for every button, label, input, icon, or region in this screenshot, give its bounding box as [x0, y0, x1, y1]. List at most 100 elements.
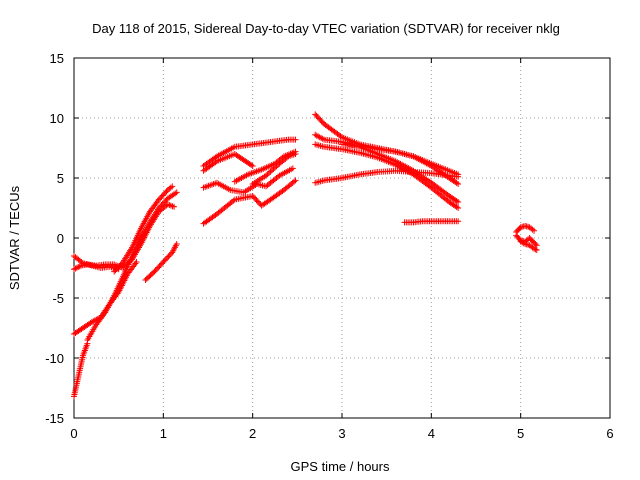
data-point [71, 266, 77, 273]
data-point [162, 189, 169, 196]
y-tick-label: -15 [45, 411, 64, 426]
x-tick-label: 0 [70, 426, 77, 441]
data-point [76, 263, 83, 270]
data-point [167, 250, 174, 257]
data-point [166, 252, 173, 259]
data-point [164, 254, 171, 261]
x-tick-label: 1 [160, 426, 167, 441]
data-point [116, 263, 123, 270]
data-point [266, 169, 273, 176]
data-point [75, 264, 82, 271]
data-point [162, 198, 169, 205]
data-point [312, 111, 319, 118]
data-point [160, 191, 167, 198]
data-point [133, 259, 140, 265]
y-tick-label: 10 [50, 111, 64, 126]
x-tick-label: 6 [606, 426, 613, 441]
data-point [319, 135, 326, 142]
data-point [318, 118, 325, 125]
data-point [157, 203, 164, 210]
data-point [160, 259, 167, 265]
data-point [252, 195, 259, 202]
data-point [160, 199, 167, 206]
data-point [150, 269, 157, 276]
data-point [455, 205, 462, 211]
data-point [173, 241, 180, 247]
data-point [455, 218, 462, 225]
data-point [172, 190, 179, 197]
data-point [533, 247, 540, 253]
data-points [71, 111, 540, 400]
data-point [283, 154, 290, 161]
data-point [152, 267, 159, 274]
data-point [532, 241, 539, 247]
data-point [529, 226, 536, 233]
data-point [520, 240, 527, 247]
x-tick-label: 3 [338, 426, 345, 441]
x-tick-label: 5 [517, 426, 524, 441]
data-point [253, 197, 260, 204]
x-tick-label: 2 [249, 426, 256, 441]
data-point [291, 178, 298, 185]
data-point [531, 245, 538, 252]
data-point [256, 199, 263, 206]
data-point [249, 163, 256, 169]
data-point [269, 167, 276, 174]
data-point [248, 162, 255, 168]
data-point [264, 171, 271, 178]
y-tick-label: 15 [50, 51, 64, 66]
data-point [263, 172, 270, 179]
x-tick-label: 4 [428, 426, 435, 441]
data-point [158, 193, 165, 200]
data-point [230, 197, 237, 204]
y-tick-label: 0 [57, 231, 64, 246]
data-point [155, 264, 162, 271]
data-point [274, 173, 281, 180]
data-point [314, 114, 321, 121]
data-point [165, 253, 172, 260]
data-point [162, 256, 169, 263]
data-point [531, 227, 538, 234]
data-point [156, 263, 163, 270]
data-point [273, 163, 280, 170]
data-point [292, 151, 299, 157]
data-point [272, 164, 278, 171]
data-point [167, 184, 174, 191]
data-point [249, 193, 256, 199]
x-axis-label: GPS time / hours [291, 459, 390, 474]
data-point [289, 165, 296, 172]
data-point [455, 171, 462, 178]
data-point [169, 183, 176, 190]
data-point [159, 200, 166, 207]
data-point [73, 264, 80, 271]
data-point [155, 196, 162, 203]
data-point [317, 116, 324, 123]
data-point [532, 246, 539, 253]
data-point [212, 159, 219, 166]
data-point [113, 265, 120, 272]
data-point [250, 194, 257, 201]
data-point [173, 189, 180, 196]
data-point [157, 261, 164, 268]
y-tick-label: 5 [57, 171, 64, 186]
data-point [115, 264, 122, 271]
y-tick-label: -5 [52, 291, 64, 306]
data-point [292, 177, 299, 184]
data-point [151, 268, 158, 275]
y-axis-label: SDTVAR / TECUs [7, 185, 22, 290]
data-point [313, 112, 320, 119]
data-point [112, 267, 119, 274]
chart-title: Day 118 of 2015, Sidereal Day-to-day VTE… [92, 21, 560, 36]
data-point [111, 268, 118, 275]
data-point [171, 203, 178, 210]
data-point [453, 204, 460, 210]
data-point [155, 205, 162, 211]
data-point [254, 198, 261, 205]
data-point [153, 265, 160, 272]
data-point [270, 165, 277, 172]
data-point [274, 161, 281, 168]
data-point [453, 198, 460, 204]
data-point [158, 202, 165, 209]
